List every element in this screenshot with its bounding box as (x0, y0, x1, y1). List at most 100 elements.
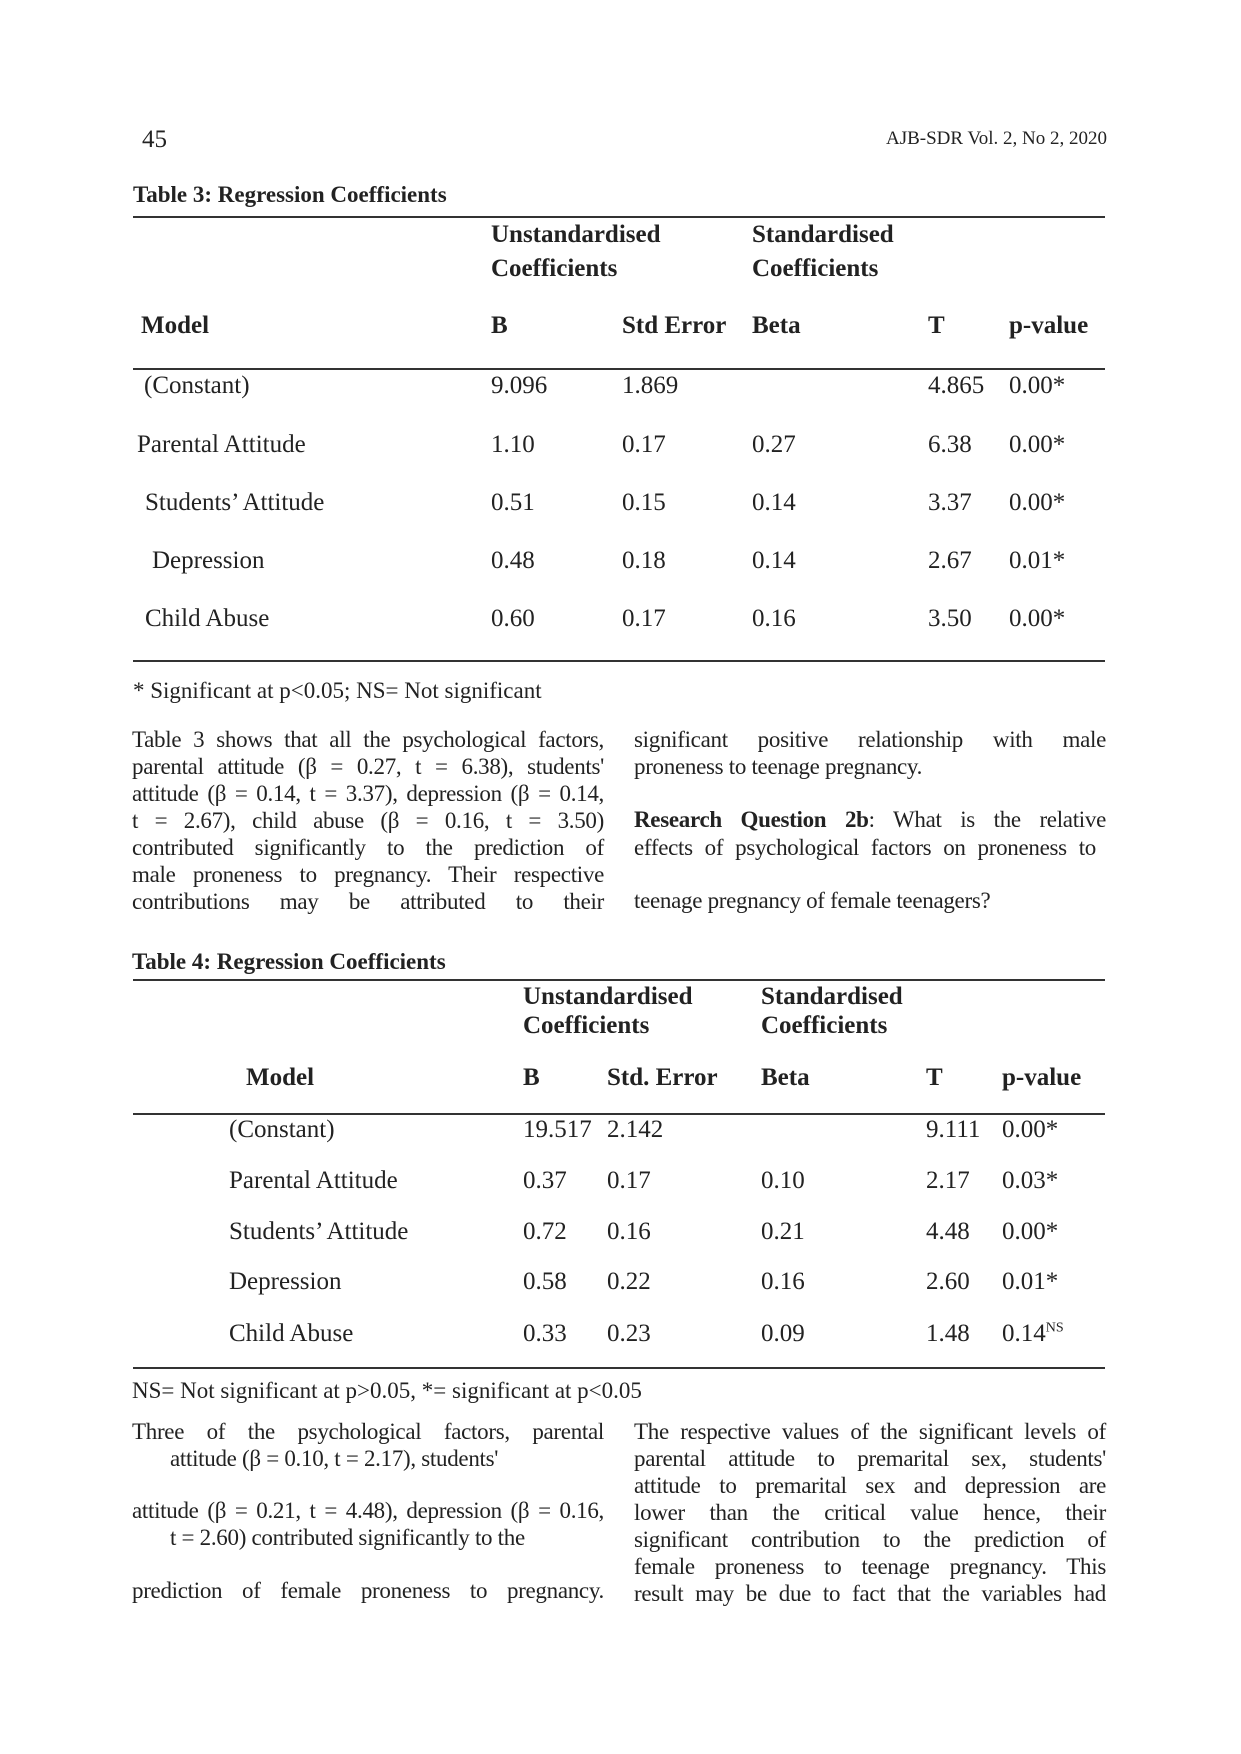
table4-header-1: B (523, 1064, 540, 1091)
table-cell: 1.869 (622, 372, 679, 399)
row-label: Depression (229, 1268, 341, 1296)
row-label: Students’ Attitude (145, 489, 325, 516)
table3-header-2: Std Error (622, 312, 727, 339)
text-line: lower than the critical value hence, the… (634, 1500, 1106, 1525)
text-line: attitude (β = 0.21, t = 4.48), depressio… (132, 1498, 604, 1523)
table3-header-3: Beta (752, 312, 801, 339)
table-cell: 1.10 (491, 431, 535, 458)
table-cell: 0.37 (523, 1167, 567, 1195)
table3-unstd-header: Unstandardised (491, 221, 661, 248)
table-cell: 0.01* (1002, 1268, 1058, 1296)
text-line: female proneness to teenage pregnancy. T… (634, 1554, 1106, 1579)
table4-std-header: Standardised (761, 983, 903, 1010)
text-line: male proneness to pregnancy. Their respe… (132, 862, 604, 887)
table3-std-header-2: Coefficients (752, 255, 879, 282)
text-line: prediction of female proneness to pregna… (132, 1578, 604, 1603)
table-cell: 0.00* (1009, 605, 1066, 632)
text-line: proneness to teenage pregnancy. (634, 754, 923, 779)
cell-text: Depression (229, 1268, 342, 1295)
cell-text: Parental Attitude (229, 1167, 398, 1194)
cell-text: 4.48 (926, 1218, 970, 1245)
table-cell: 4.48 (926, 1218, 970, 1246)
table-cell: 0.51 (491, 489, 535, 516)
table-cell: 0.27 (752, 431, 796, 458)
cell-text: 9.111 (926, 1116, 981, 1143)
table-cell: 0.10 (761, 1167, 805, 1195)
table-cell: 0.17 (622, 431, 666, 458)
text-line: contributions may be attributed to their (132, 889, 604, 914)
cell-text: 2.17 (926, 1167, 970, 1194)
table-cell: 0.00* (1002, 1116, 1058, 1144)
ns-superscript: NS (1045, 1320, 1064, 1336)
table-cell: 1.48 (926, 1320, 970, 1348)
cell-text: 0.01* (1002, 1268, 1059, 1295)
cell-text: 19.517 (523, 1116, 592, 1143)
cell-text: 0.37 (523, 1167, 567, 1194)
table-cell: 2.17 (926, 1167, 970, 1195)
table3-header-5: p-value (1009, 312, 1089, 339)
table4-header-3: Beta (761, 1064, 810, 1091)
research-question-line1: Research Question 2b: What is the relati… (634, 807, 1106, 832)
cell-text: 0.58 (523, 1268, 567, 1295)
table-cell: 0.48 (491, 547, 535, 574)
cell-text: 2.60 (926, 1268, 970, 1295)
table-cell: 6.38 (928, 431, 972, 458)
table4-header-5: p-value (1002, 1064, 1082, 1091)
table-cell: 0.22 (607, 1268, 651, 1296)
cell-text: 2.142 (607, 1116, 664, 1143)
cell-text: 0.22 (607, 1268, 651, 1295)
table-cell: 19.517 (523, 1116, 592, 1144)
table-cell: 0.16 (761, 1268, 805, 1296)
table-cell: 0.00* (1002, 1218, 1058, 1246)
cell-text: 0.14 (1002, 1320, 1046, 1347)
table-cell: 0.72 (523, 1218, 567, 1246)
cell-text: 1.48 (926, 1320, 970, 1347)
cell-text: 0.72 (523, 1218, 567, 1245)
page-number: 45 (142, 126, 167, 153)
table4-unstd-header: Unstandardised (523, 983, 693, 1010)
text-line: significant positive relationship with m… (634, 727, 1106, 752)
text-line: significant contribution to the predicti… (634, 1527, 1106, 1552)
cell-text: 0.17 (607, 1167, 651, 1194)
cell-text: 0.23 (607, 1320, 651, 1347)
table-cell: 0.16 (752, 605, 796, 632)
row-label: Depression (152, 547, 265, 574)
table-cell: 0.58 (523, 1268, 567, 1296)
running-header: AJB-SDR Vol. 2, No 2, 2020 (885, 128, 1107, 149)
table-cell: 2.142 (607, 1116, 663, 1144)
table3-footnote: * Significant at p<0.05; NS= Not signifi… (133, 678, 542, 703)
row-label: Child Abuse (145, 605, 270, 632)
table4-header-rule (133, 1113, 1105, 1115)
table4-title: Table 4: Regression Coefficients (132, 949, 446, 974)
row-label: Parental Attitude (229, 1167, 398, 1195)
table-cell: 3.37 (928, 489, 972, 516)
table4-top-rule (133, 979, 1105, 981)
text-line: Three of the psychological factors, pare… (132, 1419, 604, 1444)
cell-text: 0.16 (607, 1218, 651, 1245)
table-cell: 0.00* (1009, 489, 1066, 516)
text-line: parental attitude (β = 0.27, t = 6.38), … (132, 754, 604, 779)
text-line: t = 2.67), child abuse (β = 0.16, t = 3.… (132, 808, 604, 833)
cell-text: Students’ Attitude (229, 1218, 409, 1245)
cell-text: 0.00* (1002, 1116, 1059, 1143)
table-cell: 0.60 (491, 605, 535, 632)
table-cell: 0.17 (607, 1167, 651, 1195)
row-label: Parental Attitude (137, 431, 306, 458)
table-cell: 0.01* (1009, 547, 1066, 574)
table-cell: 9.111 (926, 1116, 980, 1144)
table-cell: 4.865 (928, 372, 985, 399)
cell-text: 0.16 (761, 1268, 805, 1295)
table3-header-rule (133, 368, 1105, 370)
text-line: The respective values of the significant… (634, 1419, 1106, 1444)
row-label: (Constant) (229, 1116, 335, 1144)
research-question-label: Research Question 2b (634, 807, 869, 832)
cell-text: (Constant) (229, 1116, 335, 1143)
table3-header-0: Model (141, 312, 210, 339)
table-cell: 9.096 (491, 372, 548, 399)
row-label: (Constant) (144, 372, 250, 399)
table-cell: 0.33 (523, 1320, 567, 1348)
table-cell: 2.60 (926, 1268, 970, 1296)
table4-footnote: NS= Not significant at p>0.05, *= signif… (132, 1378, 642, 1403)
table-cell: 0.00* (1009, 431, 1066, 458)
table4-header-2: Std. Error (607, 1064, 718, 1091)
